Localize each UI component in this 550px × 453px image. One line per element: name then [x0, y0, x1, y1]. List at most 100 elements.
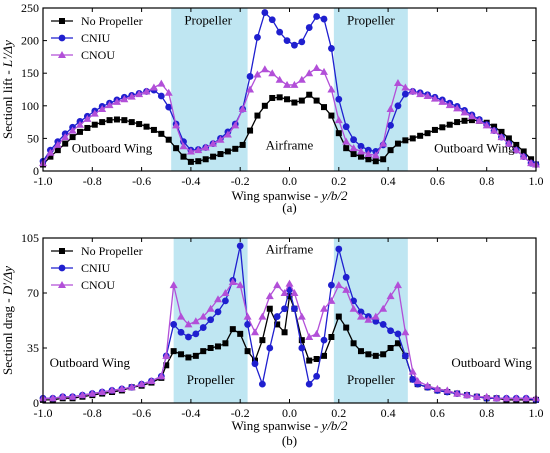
data-point: [498, 128, 505, 135]
data-point: [76, 128, 83, 135]
legend-marker: [59, 248, 65, 254]
data-point: [112, 97, 121, 105]
data-point: [127, 92, 136, 100]
data-point: [386, 105, 395, 113]
data-point: [186, 147, 195, 155]
data-point: [268, 16, 276, 24]
data-point: [194, 146, 203, 154]
chart-legend: No Propeller CNIU CNOU: [51, 14, 143, 62]
data-point: [290, 80, 299, 88]
data-point: [305, 333, 314, 340]
data-point: [195, 158, 202, 165]
data-point: [335, 95, 343, 103]
data-point: [259, 337, 266, 344]
data-point: [297, 312, 306, 320]
data-point: [58, 392, 67, 400]
data-point: [387, 147, 394, 154]
data-point: [504, 139, 513, 147]
data-point: [475, 116, 484, 124]
data-point: [202, 156, 209, 163]
data-point: [46, 148, 55, 156]
drag-chart-panel: Propeller Propeller Airframe Outboard Wing…: [0, 231, 544, 448]
data-point: [62, 140, 69, 147]
data-point: [372, 352, 379, 359]
data-point: [261, 102, 268, 109]
data-point: [61, 133, 70, 141]
y-axis-label: Sectionl lift - L'/Δy: [0, 40, 15, 139]
y-tick-label: 35: [27, 341, 39, 355]
data-point: [254, 112, 261, 119]
data-point: [520, 148, 527, 155]
data-point: [409, 135, 416, 142]
data-point: [108, 386, 117, 394]
x-tick-label: 0.2: [331, 406, 346, 420]
data-point: [334, 116, 343, 124]
data-point: [90, 109, 99, 117]
data-point: [266, 305, 273, 312]
data-point: [170, 321, 178, 328]
data-point: [522, 394, 531, 402]
data-point: [209, 139, 218, 147]
data-point: [191, 317, 200, 325]
data-point: [365, 351, 372, 358]
data-point: [274, 321, 281, 328]
data-point: [394, 340, 401, 347]
x-tick-label: -0.6: [132, 406, 151, 420]
data-point: [409, 376, 417, 383]
legend-label: CNIU: [81, 261, 111, 275]
data-point: [394, 330, 402, 338]
data-point: [402, 137, 409, 144]
data-point: [250, 328, 259, 336]
data-point: [276, 94, 283, 101]
data-point: [497, 133, 506, 141]
region-annotation: Outboard Wing: [451, 355, 532, 370]
data-point: [424, 130, 431, 137]
legend-marker: [58, 51, 66, 58]
data-point: [312, 63, 321, 71]
data-point: [502, 394, 511, 402]
data-point: [128, 119, 135, 126]
data-point: [372, 158, 379, 165]
x-tick-label: 0.8: [479, 174, 494, 188]
data-point: [401, 83, 410, 91]
legend-marker: [58, 264, 66, 272]
data-point: [222, 340, 229, 347]
data-point: [150, 126, 157, 133]
data-point: [214, 308, 222, 316]
data-point: [98, 105, 107, 113]
y-tick-label: 100: [21, 99, 39, 113]
data-point: [84, 124, 91, 131]
data-point: [439, 124, 446, 131]
data-point: [68, 392, 77, 400]
y-axis-label: Sectionl drag - D'/Δy: [0, 266, 15, 375]
data-point: [244, 321, 251, 328]
legend-label: No Propeller: [81, 14, 143, 28]
data-point: [179, 142, 188, 150]
y-tick-label: 250: [21, 1, 39, 15]
data-point: [201, 143, 210, 151]
data-point: [285, 279, 294, 287]
data-point: [283, 37, 291, 44]
data-point: [387, 327, 394, 335]
data-point: [298, 97, 305, 104]
data-point: [401, 352, 409, 360]
data-point: [281, 329, 288, 336]
data-point: [237, 330, 244, 337]
data-point: [157, 92, 165, 100]
data-point: [69, 134, 76, 141]
data-point: [305, 380, 313, 388]
data-point: [365, 156, 372, 163]
data-point: [137, 380, 146, 388]
data-point: [320, 304, 329, 312]
data-point: [251, 360, 259, 368]
data-point: [217, 151, 224, 158]
data-point: [236, 281, 245, 289]
data-point: [229, 326, 236, 333]
data-point: [105, 101, 114, 109]
data-point: [349, 304, 358, 312]
data-point: [47, 153, 54, 160]
data-point: [321, 104, 328, 111]
data-point: [298, 38, 306, 46]
data-point: [312, 329, 321, 337]
x-tick-label: 0.2: [331, 174, 346, 188]
